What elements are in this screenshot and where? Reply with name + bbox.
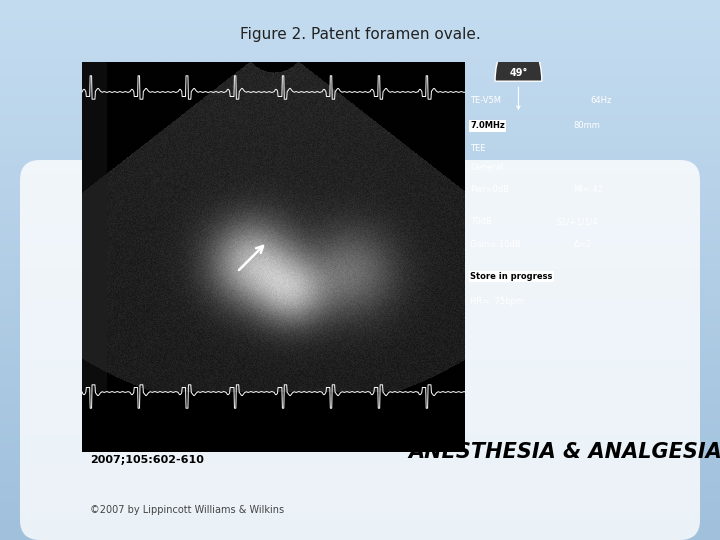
Text: Δ=2: Δ=2	[574, 240, 592, 249]
Text: Sukernik M R , Bennett-Guerrero E Anesth Analg: Sukernik M R , Bennett-Guerrero E Anesth…	[90, 440, 393, 450]
Text: ANESTHESIA & ANALGESIA: ANESTHESIA & ANALGESIA	[408, 442, 720, 462]
Text: 80mm: 80mm	[574, 122, 600, 131]
Text: 70dB: 70dB	[470, 218, 492, 226]
Text: 7.0MHz: 7.0MHz	[470, 122, 505, 131]
Text: MI=.42: MI=.42	[574, 186, 603, 194]
FancyBboxPatch shape	[20, 160, 700, 540]
Text: 2007;105:602-610: 2007;105:602-610	[90, 455, 204, 465]
Wedge shape	[495, 36, 542, 81]
Text: Store in progress: Store in progress	[470, 272, 552, 281]
Text: Pwr=0dB: Pwr=0dB	[470, 186, 509, 194]
Text: Figure 2. Patent foramen ovale.: Figure 2. Patent foramen ovale.	[240, 28, 480, 43]
Text: TE-V5M: TE-V5M	[470, 96, 501, 105]
Text: General: General	[470, 163, 503, 172]
Text: 64Hz: 64Hz	[590, 96, 611, 105]
Text: ©2007 by Lippincott Williams & Wilkins: ©2007 by Lippincott Williams & Wilkins	[90, 505, 284, 515]
Text: TEE: TEE	[470, 144, 485, 153]
Text: 49°: 49°	[509, 68, 528, 78]
Text: HR=  75bpm: HR= 75bpm	[470, 298, 524, 307]
Text: Gain= 10dB: Gain= 10dB	[470, 240, 521, 249]
Text: S1/+1/1/4: S1/+1/1/4	[557, 218, 598, 226]
